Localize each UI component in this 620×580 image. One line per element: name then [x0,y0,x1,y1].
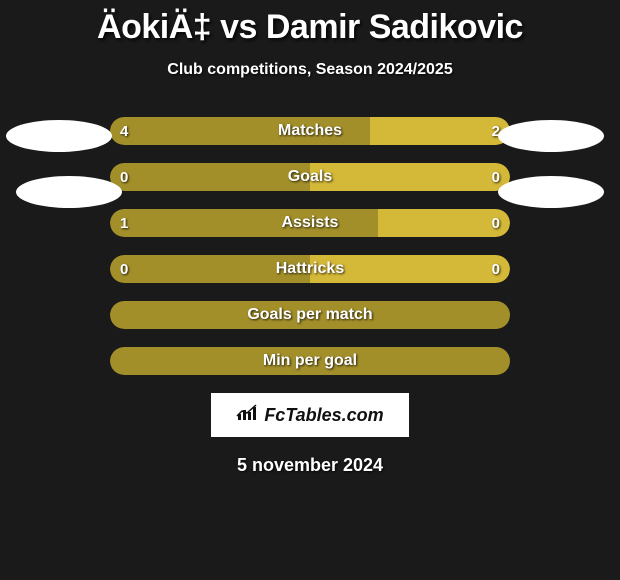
right-value: 0 [492,163,500,191]
player-avatar-placeholder [6,120,112,152]
left-value: 4 [120,117,128,145]
logo-box: FcTables.com [211,393,409,437]
page-title: ÄokiÄ‡ vs Damir Sadikovic [0,0,620,47]
bar-background [110,255,510,283]
stat-row: 10Assists [110,209,510,237]
chart-icon [236,404,258,427]
bar-left-segment [110,255,310,283]
bar-left-segment [110,301,510,329]
stat-row: 42Matches [110,117,510,145]
player-avatar-placeholder [16,176,122,208]
left-value: 0 [120,163,128,191]
stat-row: Goals per match [110,301,510,329]
subtitle: Club competitions, Season 2024/2025 [0,61,620,79]
bar-right-segment [310,163,510,191]
bar-left-segment [110,117,370,145]
bar-left-segment [110,209,378,237]
right-value: 0 [492,209,500,237]
bar-right-segment [378,209,510,237]
logo-text: FcTables.com [264,405,383,426]
left-value: 1 [120,209,128,237]
date-text: 5 november 2024 [0,455,620,476]
bar-left-segment [110,347,510,375]
comparison-chart: 42Matches00Goals10Assists00HattricksGoal… [0,117,620,375]
stat-row: 00Hattricks [110,255,510,283]
player-avatar-placeholder [498,120,604,152]
bar-right-segment [370,117,510,145]
bar-background [110,347,510,375]
player-avatar-placeholder [498,176,604,208]
bar-left-segment [110,163,310,191]
right-value: 0 [492,255,500,283]
logo: FcTables.com [236,404,383,427]
bar-right-segment [310,255,510,283]
left-value: 0 [120,255,128,283]
bar-background [110,209,510,237]
bar-background [110,117,510,145]
bar-background [110,163,510,191]
bar-background [110,301,510,329]
stat-row: Min per goal [110,347,510,375]
stat-row: 00Goals [110,163,510,191]
